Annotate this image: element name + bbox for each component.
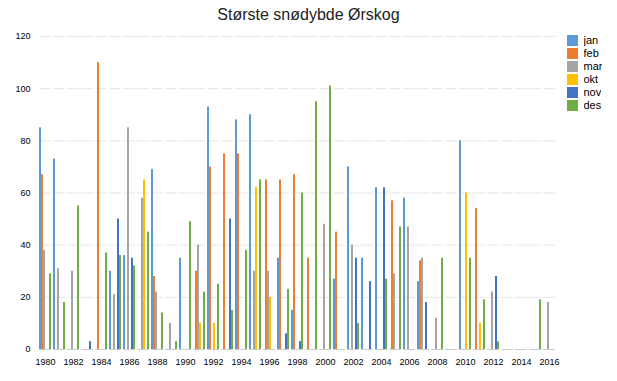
html-text:mar: mar xyxy=(583,60,603,72)
svg-text:2008: 2008 xyxy=(427,357,447,367)
svg-text:1994: 1994 xyxy=(231,357,251,367)
svg-text:100: 100 xyxy=(15,84,30,94)
svg-text:1986: 1986 xyxy=(119,357,139,367)
svg-text:120: 120 xyxy=(15,31,30,41)
html-text:nov: nov xyxy=(583,86,602,98)
svg-text:2006: 2006 xyxy=(399,357,419,367)
svg-text:1996: 1996 xyxy=(259,357,279,367)
html-text:feb: feb xyxy=(583,47,599,59)
svg-text:1992: 1992 xyxy=(203,357,223,367)
svg-text:2016: 2016 xyxy=(539,357,559,367)
svg-text:80: 80 xyxy=(20,136,30,146)
svg-text:1998: 1998 xyxy=(287,357,307,367)
svg-text:20: 20 xyxy=(20,292,30,302)
svg-text:1984: 1984 xyxy=(91,357,111,367)
svg-text:40: 40 xyxy=(20,240,30,250)
svg-text:2002: 2002 xyxy=(343,357,363,367)
svg-text:0: 0 xyxy=(25,344,30,354)
html-text:Største snødybde Ørskog: Største snødybde Ørskog xyxy=(217,6,400,23)
svg-text:2004: 2004 xyxy=(371,357,391,367)
svg-text:1982: 1982 xyxy=(63,357,83,367)
svg-text:2012: 2012 xyxy=(483,357,503,367)
svg-text:2014: 2014 xyxy=(511,357,531,367)
svg-text:1990: 1990 xyxy=(175,357,195,367)
svg-text:1980: 1980 xyxy=(35,357,55,367)
svg-text:2010: 2010 xyxy=(455,357,475,367)
html-text:des: des xyxy=(583,99,602,111)
svg-text:2000: 2000 xyxy=(315,357,335,367)
html-text:jan: jan xyxy=(583,34,599,46)
svg-text:1988: 1988 xyxy=(147,357,167,367)
svg-text:60: 60 xyxy=(20,188,30,198)
html-text:okt: okt xyxy=(583,73,599,85)
